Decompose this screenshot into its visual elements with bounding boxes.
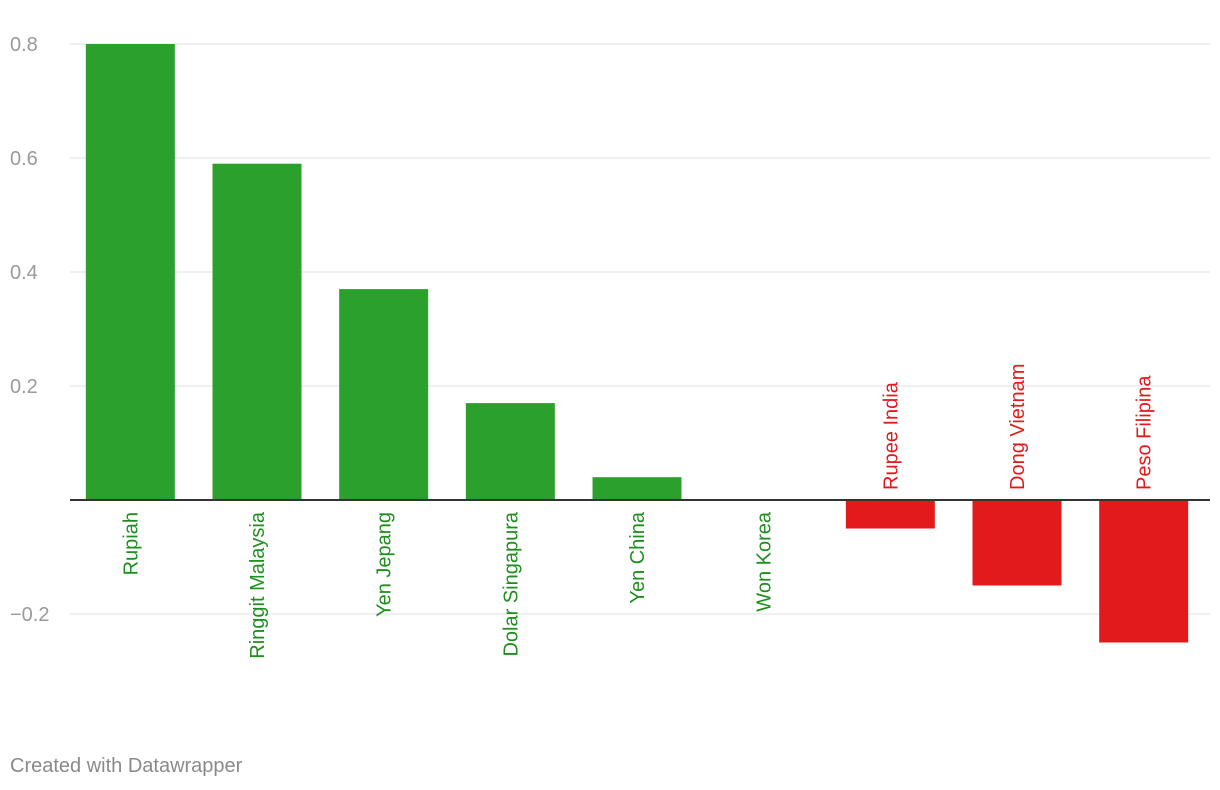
category-label: Ringgit Malaysia [247,511,269,659]
bar [212,163,302,500]
category-label: Dolar Singapura [500,511,522,656]
chart-area: 0.8 0.6 0.4 0.2 −0.2 Rupiah Ringgit Malaysia Y… [10,34,1210,659]
category-label: Rupee India [880,381,902,490]
bar-chart: 0.8 0.6 0.4 0.2 −0.2 Rupiah Ringgit Malaysia Y… [10,34,1210,659]
bar [1099,500,1189,643]
y-tick-label: −0.2 [10,604,49,626]
bar [972,500,1062,586]
bar [592,477,682,500]
bar-layer [85,44,1189,643]
bar [339,289,429,500]
label-layer: Rupiah Ringgit Malaysia Yen Jepang Dolar Si… [120,364,1155,659]
footer-credit: Created with Datawrapper [10,755,243,777]
y-tick-label: 0.6 [10,148,38,170]
category-label: Won Korea [754,511,776,612]
category-label: Yen China [627,511,649,603]
category-label: Yen Jepang [374,512,396,617]
category-label: Rupiah [120,512,142,575]
bar [85,44,175,500]
y-tick-label: 0.8 [10,34,38,56]
category-label: Peso Filipina [1134,375,1156,490]
bar [465,403,555,500]
y-tick-label: 0.2 [10,376,38,398]
bar [845,500,935,529]
y-tick-label: 0.4 [10,262,38,284]
category-label: Dong Vietnam [1007,364,1029,490]
